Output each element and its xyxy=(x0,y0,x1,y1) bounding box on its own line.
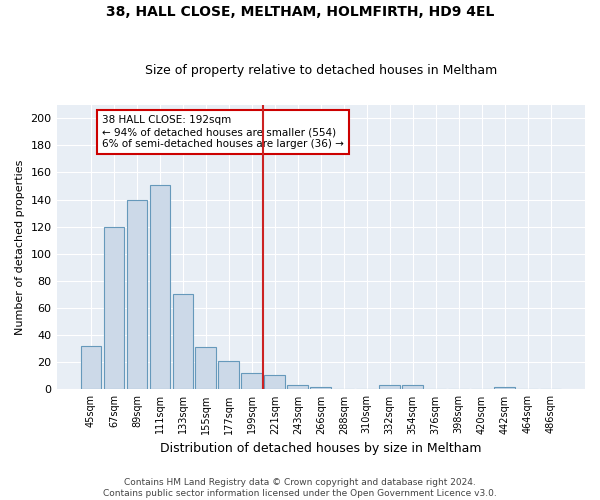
Bar xyxy=(173,294,193,390)
Bar xyxy=(379,386,400,390)
Bar xyxy=(104,226,124,390)
Y-axis label: Number of detached properties: Number of detached properties xyxy=(15,160,25,334)
Bar xyxy=(196,348,216,390)
Bar xyxy=(310,386,331,390)
Bar xyxy=(149,184,170,390)
Text: Contains HM Land Registry data © Crown copyright and database right 2024.
Contai: Contains HM Land Registry data © Crown c… xyxy=(103,478,497,498)
Bar xyxy=(127,200,147,390)
Bar xyxy=(218,361,239,390)
Title: Size of property relative to detached houses in Meltham: Size of property relative to detached ho… xyxy=(145,64,497,77)
Bar xyxy=(80,346,101,390)
Bar xyxy=(403,386,423,390)
Bar xyxy=(265,374,285,390)
X-axis label: Distribution of detached houses by size in Meltham: Distribution of detached houses by size … xyxy=(160,442,482,455)
Bar xyxy=(287,386,308,390)
Text: 38, HALL CLOSE, MELTHAM, HOLMFIRTH, HD9 4EL: 38, HALL CLOSE, MELTHAM, HOLMFIRTH, HD9 … xyxy=(106,5,494,19)
Bar xyxy=(494,386,515,390)
Text: 38 HALL CLOSE: 192sqm
← 94% of detached houses are smaller (554)
6% of semi-deta: 38 HALL CLOSE: 192sqm ← 94% of detached … xyxy=(103,116,344,148)
Bar xyxy=(241,373,262,390)
